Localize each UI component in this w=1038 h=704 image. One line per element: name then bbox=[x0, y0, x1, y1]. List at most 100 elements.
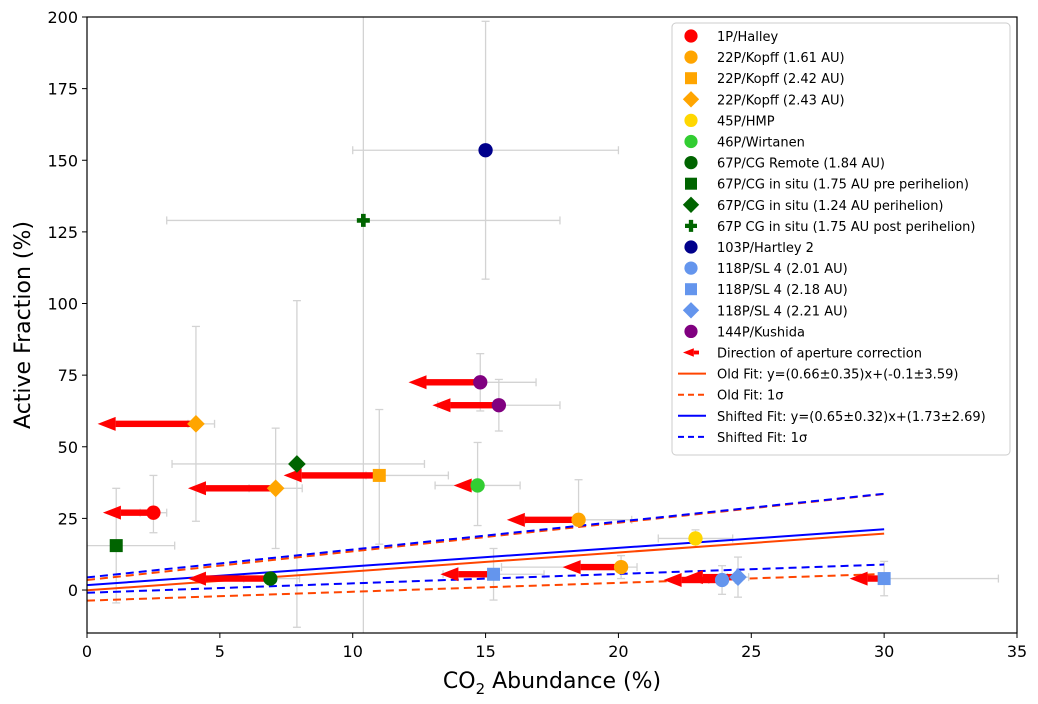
legend-label: Old Fit: y=(0.66±0.35)x+(-0.1±3.59) bbox=[717, 368, 958, 383]
legend-plus-icon bbox=[685, 219, 697, 232]
legend-label: Shifted Fit: y=(0.65±0.32)x+(1.73±2.69) bbox=[717, 410, 986, 425]
legend-diamond-icon bbox=[682, 91, 700, 108]
aperture-arrow-144p-kushida bbox=[432, 398, 499, 413]
legend-item-1p-halley: 1P/Halley bbox=[684, 29, 778, 45]
markers-layer bbox=[109, 143, 891, 588]
arrow-shaft bbox=[867, 575, 885, 582]
marker-22p-kopff-1-61-au bbox=[613, 559, 629, 575]
y-tick-label: 200 bbox=[47, 8, 78, 27]
aperture-arrow-22p-kopff-1-61-au bbox=[562, 560, 622, 575]
legend-label: 67P/CG in situ (1.24 AU perihelion) bbox=[717, 199, 944, 214]
legend-label: 118P/SL 4 (2.21 AU) bbox=[717, 304, 848, 319]
arrow-head bbox=[187, 571, 206, 586]
legend-circle-icon bbox=[684, 156, 698, 170]
legend-label: 22P/Kopff (2.42 AU) bbox=[717, 72, 845, 87]
errorbar-1p-halley bbox=[139, 474, 168, 534]
legend-box bbox=[671, 22, 1011, 456]
x-axis-label-subscript: 2 bbox=[476, 680, 486, 698]
legend-item-shifted-fit-y-0-65-0-32-x-1-73-2-69: Shifted Fit: y=(0.65±0.32)x+(1.73±2.69) bbox=[678, 410, 986, 425]
legend-label: 118P/SL 4 (2.18 AU) bbox=[717, 283, 848, 298]
y-axis-ticks: 0 25 50 75 100 125 150 175 200 bbox=[47, 8, 87, 600]
legend-label: 46P/Wirtanen bbox=[717, 136, 805, 151]
arrow-shaft bbox=[301, 472, 380, 479]
legend-item-22p-kopff-1-61-au: 22P/Kopff (1.61 AU) bbox=[684, 50, 845, 66]
legend-label: 22P/Kopff (1.61 AU) bbox=[717, 51, 845, 66]
legend-circle-icon bbox=[684, 324, 698, 338]
marker-67p-cg-in-situ-1-24-au-perihelion bbox=[288, 455, 306, 473]
y-tick-label: 100 bbox=[47, 295, 78, 314]
arrow-head bbox=[440, 567, 459, 582]
arrow-head bbox=[684, 570, 703, 585]
aperture-arrow-118p-sl-4-2-18-au bbox=[440, 567, 494, 582]
aperture-arrow-22p-kopff-2-43-au bbox=[97, 416, 196, 431]
marker-22p-kopff-2-43-au bbox=[266, 479, 285, 498]
fit-line-shifted-fit-1 bbox=[87, 492, 885, 579]
legend-item-103p-hartley-2: 103P/Hartley 2 bbox=[684, 240, 814, 256]
x-tick-label: 20 bbox=[608, 642, 628, 661]
legend-label: 22P/Kopff (2.43 AU) bbox=[717, 93, 845, 108]
marker-118p-sl-4-2-21-au bbox=[729, 568, 747, 586]
aperture-arrow-22p-kopff-1-61-au bbox=[506, 512, 579, 527]
arrow-shaft bbox=[693, 350, 699, 355]
marker-22p-kopff-2-42-au bbox=[372, 468, 386, 482]
arrow-head bbox=[663, 572, 682, 587]
legend-label: Old Fit: 1σ bbox=[717, 389, 784, 404]
legend-label: Direction of aperture correction bbox=[717, 347, 922, 362]
arrow-head bbox=[432, 398, 451, 413]
legend-item-118p-sl-4-2-18-au: 118P/SL 4 (2.18 AU) bbox=[685, 283, 848, 298]
y-tick-label: 75 bbox=[58, 366, 78, 385]
marker-144p-kushida bbox=[491, 398, 507, 413]
aperture-arrow-22p-kopff-2-43-au bbox=[187, 481, 276, 496]
x-tick-label: 10 bbox=[343, 642, 363, 661]
legend-circle-icon bbox=[684, 134, 698, 149]
legend: 1P/Halley 22P/Kopff (1.61 AU) 22P/Kopff (2… bbox=[671, 22, 1011, 456]
legend-square-icon bbox=[685, 283, 697, 296]
legend-circle-icon bbox=[684, 29, 698, 43]
x-tick-label: 25 bbox=[741, 642, 761, 661]
arrow-shaft bbox=[524, 516, 579, 524]
marker-67p-cg-in-situ-1-75-au-pre-perihelion bbox=[109, 539, 123, 553]
marker-144p-kushida bbox=[473, 375, 488, 390]
marker-67p-cg-remote-1-84-au bbox=[263, 571, 278, 586]
legend-label: 1P/Halley bbox=[717, 30, 778, 45]
arrow-head bbox=[187, 481, 206, 496]
arrow-shaft bbox=[205, 575, 271, 582]
x-axis-label: CO2 Abundance (%) bbox=[443, 669, 661, 698]
legend-circle-icon bbox=[684, 50, 698, 64]
legend-item-old-fit-1: Old Fit: 1σ bbox=[678, 389, 784, 404]
x-tick-label: 30 bbox=[874, 642, 894, 661]
y-axis-label: Active Fraction (%) bbox=[11, 221, 36, 429]
arrow-head bbox=[506, 512, 525, 527]
legend-label: 144P/Kushida bbox=[717, 325, 805, 340]
marker-1p-halley bbox=[146, 505, 161, 520]
y-tick-label: 150 bbox=[47, 151, 78, 170]
marker-22p-kopff-2-43-au bbox=[187, 415, 205, 433]
plot-frame bbox=[86, 16, 1018, 634]
legend-item-45p-hmp: 45P/HMP bbox=[684, 113, 775, 129]
legend-label: 67P CG in situ (1.75 AU post perihelion) bbox=[717, 220, 975, 235]
legend-item-shifted-fit-1: Shifted Fit: 1σ bbox=[678, 431, 807, 446]
arrow-shaft bbox=[450, 402, 499, 409]
arrow-head bbox=[849, 571, 868, 586]
y-tick-label: 50 bbox=[58, 438, 78, 457]
legend-arrow-icon bbox=[683, 348, 699, 357]
errorbar-118p-sl-4-2-18-au bbox=[880, 560, 1000, 597]
legend-circle-icon bbox=[684, 261, 698, 275]
arrows-layer bbox=[97, 375, 885, 587]
x-tick-label: 35 bbox=[1007, 642, 1027, 661]
marker-118p-sl-4-2-18-au bbox=[877, 572, 891, 586]
aperture-arrow-67p-cg-remote-1-84-au bbox=[187, 571, 271, 586]
aperture-arrow-1p-halley bbox=[102, 505, 154, 520]
fit-lines-layer bbox=[87, 492, 885, 602]
fit-line-shifted-fit-1 bbox=[87, 563, 885, 594]
legend-circle-icon bbox=[684, 113, 698, 127]
legend-item-67p-cg-remote-1-84-au: 67P/CG Remote (1.84 AU) bbox=[684, 156, 885, 172]
x-tick-label: 5 bbox=[215, 642, 225, 661]
marker-46p-wirtanen bbox=[470, 478, 485, 493]
y-tick-label: 125 bbox=[47, 223, 78, 242]
arrow-shaft bbox=[120, 509, 154, 516]
arrow-shaft bbox=[115, 420, 196, 428]
legend-item-118p-sl-4-2-01-au: 118P/SL 4 (2.01 AU) bbox=[684, 261, 848, 277]
legend-label: 67P/CG Remote (1.84 AU) bbox=[717, 157, 885, 172]
